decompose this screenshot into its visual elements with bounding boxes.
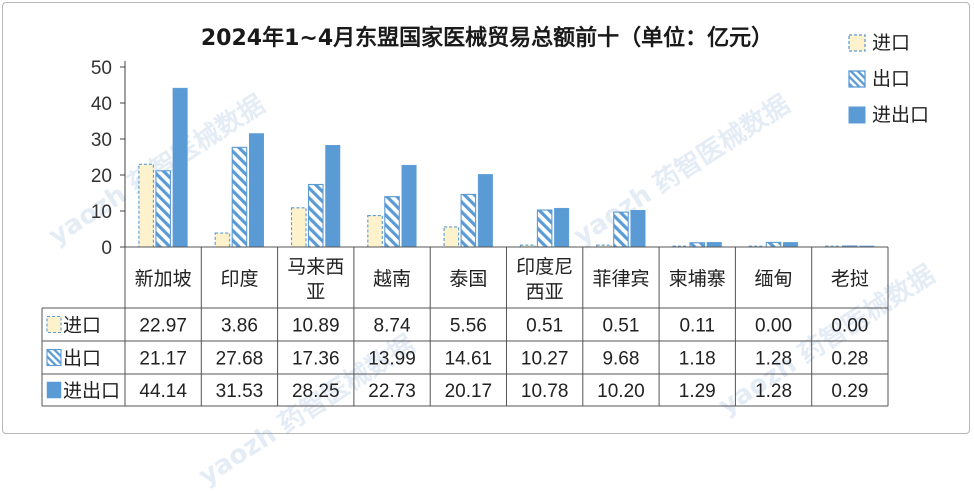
data-label: 1.29 [679, 381, 716, 402]
data-label: 21.17 [139, 349, 187, 370]
data-label: 0.00 [755, 316, 792, 337]
category-label-line: 马来西 [287, 256, 344, 278]
data-label: 1.18 [679, 349, 716, 370]
bar-import [596, 244, 612, 248]
y-tick-label: 40 [91, 94, 112, 115]
legend-swatch-export [848, 70, 866, 88]
data-label: 28.25 [292, 381, 340, 402]
row-export-swatch [46, 348, 62, 367]
bar-export [307, 183, 324, 248]
data-label: 22.73 [368, 381, 416, 402]
data-label: 3.86 [221, 316, 258, 337]
data-label: 0.51 [526, 316, 563, 337]
bar-total [554, 207, 570, 248]
data-label: 0.28 [831, 349, 868, 370]
data-label: 0.51 [602, 316, 639, 337]
data-label: 17.36 [292, 349, 340, 370]
data-label: 27.68 [216, 349, 264, 370]
bar-total [248, 133, 264, 248]
bar-export [460, 193, 477, 248]
y-tick-label: 0 [101, 238, 112, 259]
category-label: 印度尼西亚 [516, 256, 573, 303]
chart-title: 2024年1~4月东盟国家医械贸易总额前十（单位：亿元） [200, 26, 774, 51]
chart-frame [2, 2, 970, 434]
y-tick-label: 50 [91, 58, 112, 79]
bar-total [630, 210, 646, 248]
data-label: 0.29 [831, 381, 868, 402]
y-tick-label: 10 [91, 202, 112, 223]
data-label: 22.97 [139, 316, 187, 337]
category-label: 柬埔寨 [669, 268, 726, 290]
bar-export [689, 242, 706, 248]
bar-import [443, 226, 460, 248]
data-label: 10.89 [292, 316, 340, 337]
data-label: 1.28 [755, 349, 792, 370]
data-label: 10.78 [521, 381, 569, 402]
bar-export [765, 241, 782, 248]
y-axis: 0 10 20 30 40 50 [91, 58, 126, 259]
data-label: 44.14 [139, 381, 187, 402]
bar-export [613, 211, 629, 248]
data-label: 13.99 [368, 349, 416, 370]
data-label: 10.20 [597, 381, 645, 402]
data-label: 8.74 [374, 316, 411, 337]
data-label: 10.27 [521, 349, 569, 370]
bar-total [172, 87, 188, 248]
data-label: 1.28 [755, 381, 792, 402]
data-label: 14.61 [445, 349, 493, 370]
data-label: 31.53 [216, 381, 264, 402]
category-label: 越南 [373, 268, 411, 290]
category-label: 缅甸 [755, 268, 793, 290]
bar-import [519, 244, 536, 248]
bar-total [401, 164, 417, 248]
category-label: 印度 [220, 268, 258, 290]
legend-swatch-import [848, 34, 866, 52]
data-label: 5.56 [450, 316, 487, 337]
row-import-label: 进口 [63, 315, 101, 337]
legend-label-total: 进出口 [872, 104, 930, 126]
y-tick-label: 30 [91, 130, 112, 151]
bar-export [231, 146, 248, 248]
category-label-line: 亚 [306, 281, 325, 303]
bar-import [290, 207, 307, 248]
category-label: 老挝 [831, 268, 869, 290]
category-label: 菲律宾 [592, 268, 649, 290]
legend-swatch-total [848, 106, 866, 124]
bars-group [138, 87, 875, 248]
row-import-swatch [46, 315, 62, 334]
data-label: 20.17 [445, 381, 493, 402]
row-total-swatch [46, 381, 62, 399]
data-label: 0.00 [831, 316, 868, 337]
bar-total [706, 242, 722, 248]
category-label: 泰国 [449, 268, 487, 290]
row-export-label: 出口 [63, 348, 101, 370]
data-label: 9.68 [602, 349, 639, 370]
category-label-line: 西亚 [526, 281, 564, 303]
bar-export [155, 170, 171, 248]
data-label: 0.11 [679, 316, 715, 337]
bar-total [783, 242, 799, 248]
bar-export [536, 209, 553, 248]
category-label: 新加坡 [135, 268, 192, 290]
bar-export [384, 196, 400, 248]
row-total-label: 进出口 [63, 380, 120, 402]
bar-total [477, 174, 493, 248]
category-label-line: 印度尼 [516, 256, 573, 278]
bar-total [325, 145, 341, 248]
y-tick-label: 20 [91, 166, 112, 187]
category-label: 马来西亚 [287, 256, 344, 303]
legend-label-export: 出口 [872, 68, 911, 90]
bar-import [138, 163, 154, 248]
legend-label-import: 进口 [872, 32, 911, 54]
bar-import [214, 232, 231, 248]
bar-import [367, 214, 383, 248]
